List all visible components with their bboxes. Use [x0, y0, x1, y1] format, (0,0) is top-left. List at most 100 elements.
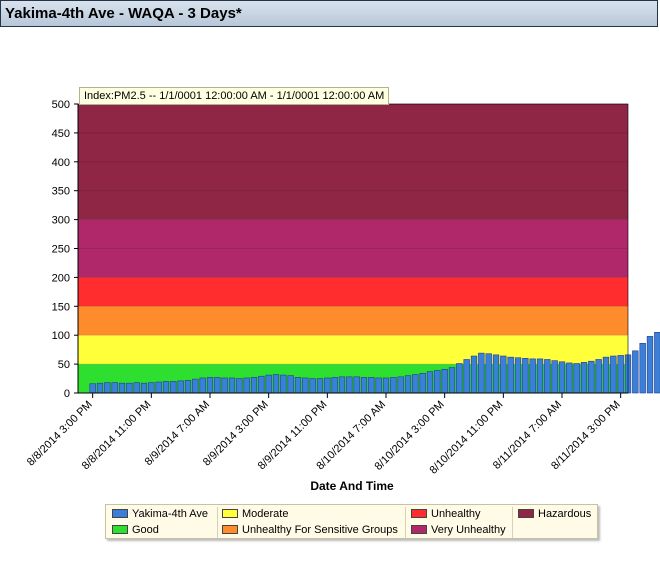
bar — [470, 355, 478, 394]
band-good — [78, 364, 628, 393]
legend-label: Good — [132, 524, 159, 536]
bar — [96, 382, 104, 394]
bar — [228, 377, 236, 394]
legend-divider — [217, 507, 218, 538]
y-tick-label: 200 — [52, 272, 70, 284]
bar — [390, 377, 397, 394]
bar — [184, 379, 192, 394]
bar — [104, 382, 111, 394]
bar — [287, 375, 294, 394]
bar — [302, 377, 309, 394]
bar — [309, 378, 316, 394]
bar — [331, 377, 338, 394]
y-tick-label: 350 — [52, 186, 70, 198]
bar — [338, 376, 346, 394]
bar — [507, 356, 514, 394]
bar — [412, 374, 419, 394]
bar — [492, 354, 500, 394]
legend-label: Unhealthy For Sensitive Groups — [242, 524, 398, 536]
bar — [551, 360, 558, 394]
bar — [140, 382, 148, 394]
legend-divider — [512, 507, 513, 538]
x-tick-label: 8/9/2014 7:00 AM — [143, 399, 212, 468]
y-tick-label: 50 — [58, 359, 70, 371]
bar — [258, 375, 265, 394]
bar — [111, 382, 118, 394]
bar — [192, 378, 199, 394]
bar — [126, 382, 133, 394]
bar — [133, 382, 140, 394]
bar — [199, 377, 206, 394]
y-tick-label: 150 — [52, 301, 70, 313]
series-bars — [89, 332, 660, 394]
band-unhealthy — [78, 277, 628, 307]
bar — [485, 353, 492, 394]
bar — [588, 360, 595, 394]
legend-label: Hazardous — [538, 508, 592, 520]
bar — [280, 374, 287, 394]
bar — [639, 342, 646, 394]
bar — [206, 377, 214, 394]
y-tick-label: 400 — [52, 157, 70, 169]
bar — [155, 381, 162, 394]
chart-legend: Yakima-4th Ave Good Moderate Unhealthy F… — [105, 504, 598, 539]
bar — [654, 332, 660, 394]
x-axis-title: Date And Time — [310, 479, 394, 493]
y-axis-ticks: 0 50 100 150 200 250 300 350 400 450 500 — [52, 99, 78, 400]
bar — [353, 376, 360, 394]
aqi-bar-chart: 0 50 100 150 200 250 300 350 400 450 500 8/8/2014 … — [25, 99, 660, 493]
window-title-bar: Yakima-4th Ave - WAQA - 3 Days* — [0, 0, 658, 27]
x-axis-ticks: 8/8/2014 3:00 PM8/8/2014 11:00 PM8/9/201… — [25, 393, 623, 477]
bar — [434, 370, 441, 394]
bar — [243, 377, 250, 394]
bar — [602, 356, 610, 394]
bar — [397, 376, 404, 394]
bar — [529, 358, 536, 394]
legend-swatch — [518, 509, 534, 518]
y-tick-label: 450 — [52, 128, 70, 140]
bar — [610, 355, 617, 394]
band-moderate — [78, 335, 628, 365]
bar — [89, 383, 96, 394]
legend-label: Unhealthy — [431, 508, 481, 520]
bar — [118, 382, 126, 394]
bar — [162, 381, 170, 394]
legend-swatch — [112, 525, 128, 534]
legend-swatch — [411, 525, 427, 534]
bar — [170, 381, 177, 394]
legend-swatch — [222, 509, 238, 518]
bar — [456, 363, 463, 394]
window-title: Yakima-4th Ave - WAQA - 3 Days* — [5, 5, 242, 22]
bar — [426, 371, 434, 394]
bar — [316, 378, 324, 394]
legend-label: Yakima-4th Ave — [132, 508, 209, 520]
bar — [536, 358, 544, 394]
bar — [272, 374, 280, 394]
bar — [148, 382, 155, 394]
bar — [500, 355, 507, 394]
legend-divider — [405, 507, 406, 538]
band-hazardous — [78, 104, 628, 220]
y-tick-label: 250 — [52, 244, 70, 256]
bar — [448, 367, 456, 394]
bar — [617, 355, 624, 394]
band-very-unhealthy — [78, 219, 628, 278]
y-tick-label: 0 — [64, 388, 70, 400]
bar — [221, 377, 228, 394]
y-tick-label: 500 — [52, 99, 70, 111]
bar — [294, 377, 302, 394]
bar — [346, 376, 353, 394]
bar — [566, 362, 573, 394]
y-tick-label: 300 — [52, 215, 70, 227]
index-tooltip: Index:PM2.5 -- 1/1/0001 12:00:00 AM - 1/… — [79, 87, 390, 105]
bar — [177, 380, 184, 394]
bar — [573, 363, 580, 394]
bar — [441, 368, 448, 394]
legend-label: Moderate — [242, 508, 289, 520]
bar — [250, 377, 258, 394]
bar — [580, 362, 588, 394]
legend-swatch — [411, 509, 427, 518]
bar — [375, 377, 382, 394]
bar — [595, 359, 602, 394]
band-unhealthy-for-sensitive-groups — [78, 306, 628, 336]
